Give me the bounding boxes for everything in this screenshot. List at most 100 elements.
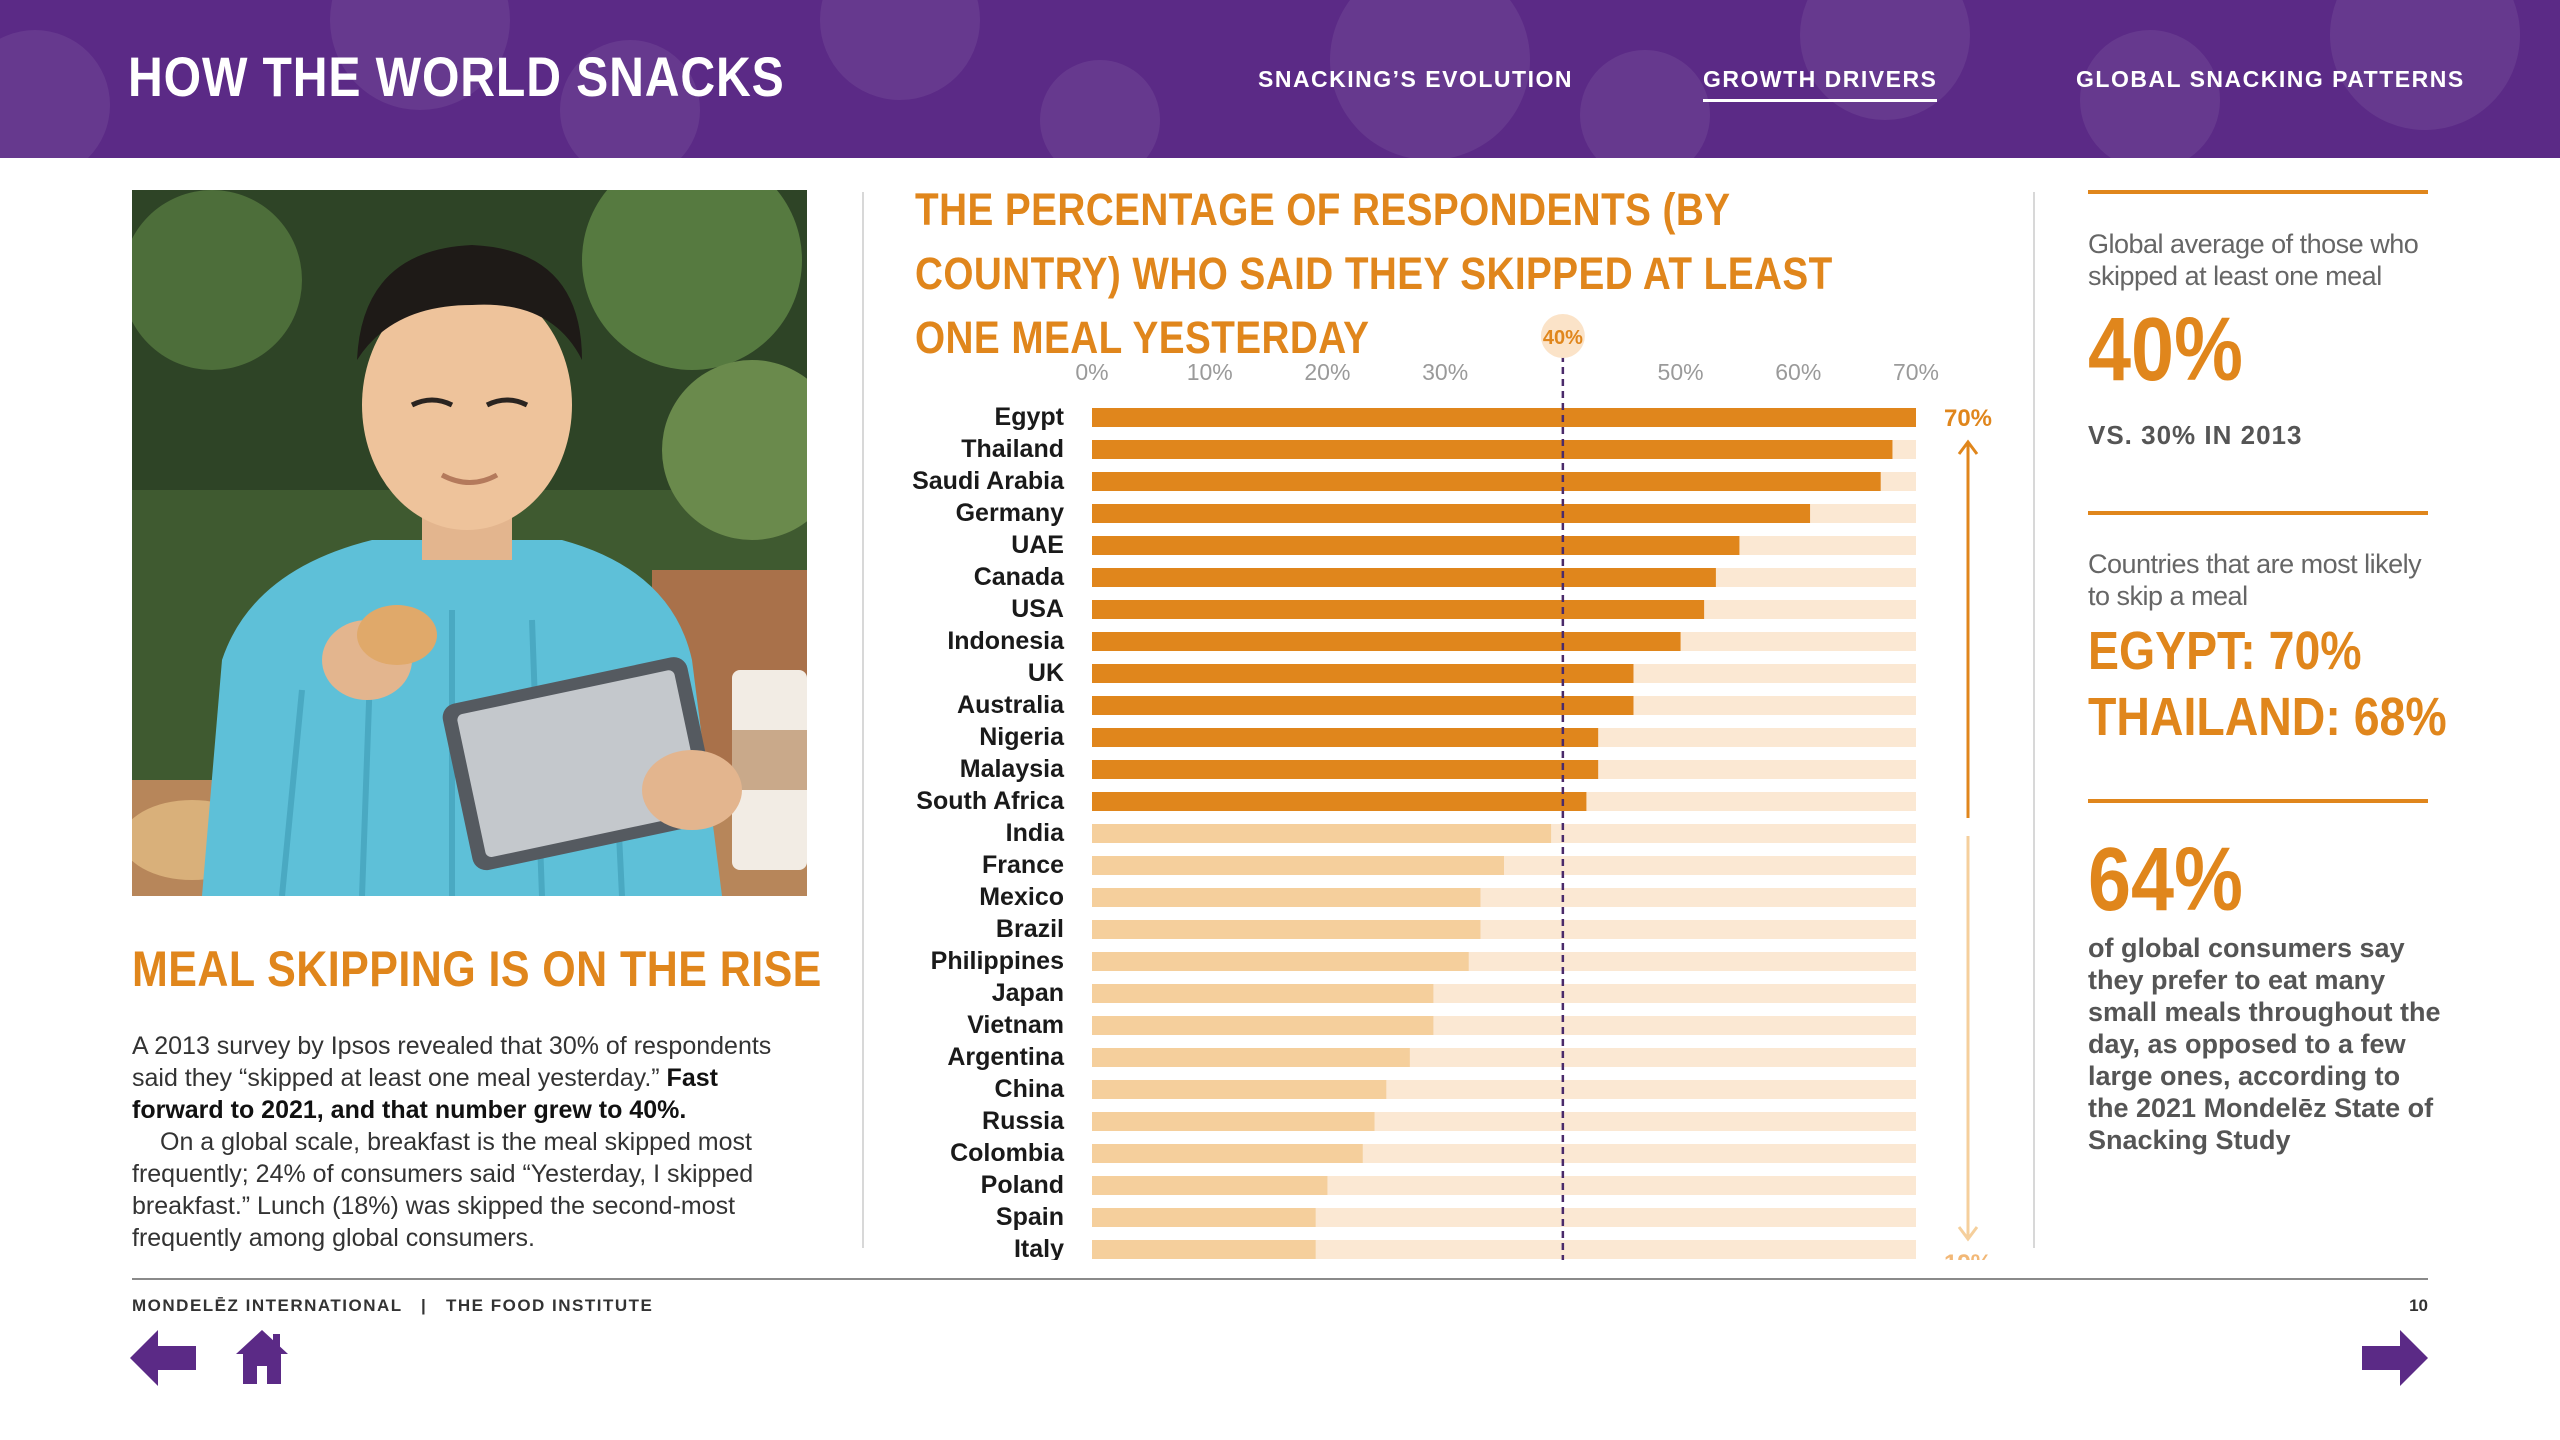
range-bottom-label: 19% (1944, 1250, 1992, 1260)
category-label: France (982, 851, 1064, 879)
bar (1092, 568, 1716, 587)
category-label: Mexico (979, 883, 1064, 911)
category-label: Colombia (950, 1139, 1065, 1167)
x-tick-label: 10% (1187, 359, 1233, 385)
bar (1092, 1112, 1375, 1131)
bar (1092, 1080, 1387, 1099)
header-banner: HOW THE WORLD SNACKS SNACKING’S EVOLUTIO… (0, 0, 2560, 158)
stat-divider-2 (2088, 511, 2428, 515)
bar (1092, 824, 1552, 843)
category-label: China (995, 1075, 1066, 1103)
nav-growth-drivers[interactable]: GROWTH DRIVERS (1703, 66, 1938, 102)
stat3-text: of global consumers say they prefer to e… (2088, 933, 2441, 1155)
skipped-meal-bar-chart: 0% 10% 20% 30% 50% 60% 70% Egypt Thailand Saudi A… (912, 314, 1992, 1260)
bar (1092, 696, 1634, 715)
stat3-value: 64% (2088, 830, 2243, 930)
category-label: Poland (981, 1171, 1064, 1199)
bar (1092, 952, 1469, 971)
category-label: India (1006, 819, 1065, 847)
paragraph-1-highlight: Fast forward to 2021, and that number gr… (132, 1064, 718, 1124)
bar (1092, 728, 1599, 747)
site-title: HOW THE WORLD SNACKS (128, 45, 785, 108)
bar (1092, 1208, 1316, 1227)
stat-divider-1 (2088, 190, 2428, 194)
category-label: Spain (996, 1203, 1064, 1231)
bar (1092, 920, 1481, 939)
category-label: Germany (956, 499, 1064, 527)
stat2-label: Countries that are most likely to skip a… (2088, 549, 2422, 611)
category-label: Egypt (995, 403, 1065, 431)
category-label: UAE (1011, 531, 1064, 559)
bar (1092, 760, 1599, 779)
category-label: Russia (982, 1107, 1065, 1135)
section-heading: MEAL SKIPPING IS ON THE RISE (132, 941, 822, 997)
paragraph-2: On a global scale, breakfast is the meal… (132, 1128, 754, 1252)
x-tick-label: 0% (1075, 359, 1108, 385)
bar (1092, 856, 1504, 875)
category-label: Indonesia (947, 627, 1065, 655)
category-label: Canada (974, 563, 1065, 591)
body-text: A 2013 survey by Ipsos revealed that 30%… (132, 1030, 812, 1254)
stat-divider-3 (2088, 799, 2428, 803)
range-top-label: 70% (1944, 405, 1992, 432)
average-badge (1540, 314, 1585, 358)
footer-partner: THE FOOD INSTITUTE (445, 1296, 654, 1315)
x-tick-label: 30% (1422, 359, 1468, 385)
footer-credits: MONDELĒZ INTERNATIONAL | THE FOOD INSTIT… (132, 1296, 653, 1316)
bar (1092, 600, 1705, 619)
bar (1092, 1144, 1363, 1163)
category-label: Japan (992, 979, 1064, 1007)
bar (1092, 408, 1916, 427)
x-tick-label: 50% (1658, 359, 1704, 385)
arrow-right-icon[interactable] (2362, 1330, 2428, 1386)
man-with-tablet-illustration (132, 190, 807, 896)
bar (1092, 504, 1811, 523)
page-number: 10 (2409, 1296, 2428, 1315)
footer-separator: | (421, 1296, 428, 1315)
chart-title: THE PERCENTAGE OF RESPONDENTS (BY COUNTR… (915, 184, 1833, 363)
column-divider-right (2033, 192, 2035, 1248)
bar (1092, 536, 1740, 555)
x-tick-label: 60% (1775, 359, 1821, 385)
bar (1092, 888, 1481, 907)
column-divider-left (862, 192, 864, 1248)
bar (1092, 984, 1434, 1003)
stat1-label: Global average of those who skipped at l… (2088, 229, 2419, 291)
home-icon[interactable] (236, 1330, 288, 1384)
category-label: Malaysia (960, 755, 1065, 783)
category-label: South Africa (916, 787, 1065, 815)
bar (1092, 440, 1893, 459)
x-tick-label: 70% (1893, 359, 1939, 385)
footer-divider (132, 1278, 2428, 1280)
bar (1092, 1048, 1410, 1067)
bar (1092, 792, 1587, 811)
nav-global-snacking-patterns[interactable]: GLOBAL SNACKING PATTERNS (2076, 66, 2465, 92)
footer-brand: MONDELĒZ INTERNATIONAL (132, 1296, 403, 1315)
nav-snacking-evolution[interactable]: SNACKING’S EVOLUTION (1258, 66, 1573, 92)
stat1-value: 40% (2088, 300, 2243, 400)
category-label: Argentina (947, 1043, 1065, 1071)
category-label: Vietnam (967, 1011, 1064, 1039)
category-label: Nigeria (979, 723, 1065, 751)
category-label: UK (1028, 659, 1064, 687)
bar (1092, 1176, 1328, 1195)
category-label: Italy (1014, 1235, 1064, 1260)
stat1-comparison: VS. 30% IN 2013 (2088, 420, 2303, 450)
bar (1092, 1016, 1434, 1035)
arrow-left-icon[interactable] (130, 1330, 196, 1386)
category-label: USA (1011, 595, 1064, 623)
hero-photo (132, 190, 807, 896)
bar (1092, 1240, 1316, 1259)
paragraph-1: A 2013 survey by Ipsos revealed that 30%… (132, 1032, 772, 1124)
category-label: Thailand (961, 435, 1064, 463)
average-label: 40% (1543, 327, 1583, 349)
bar (1092, 664, 1634, 683)
category-label: Brazil (996, 915, 1064, 943)
bar (1092, 632, 1681, 651)
stat2-thailand: THAILAND: 68% (2088, 687, 2447, 747)
stat2-egypt: EGYPT: 70% (2088, 621, 2362, 681)
category-label: Australia (957, 691, 1065, 719)
category-label: Saudi Arabia (912, 467, 1065, 495)
x-tick-label: 20% (1304, 359, 1350, 385)
category-label: Philippines (931, 947, 1064, 975)
